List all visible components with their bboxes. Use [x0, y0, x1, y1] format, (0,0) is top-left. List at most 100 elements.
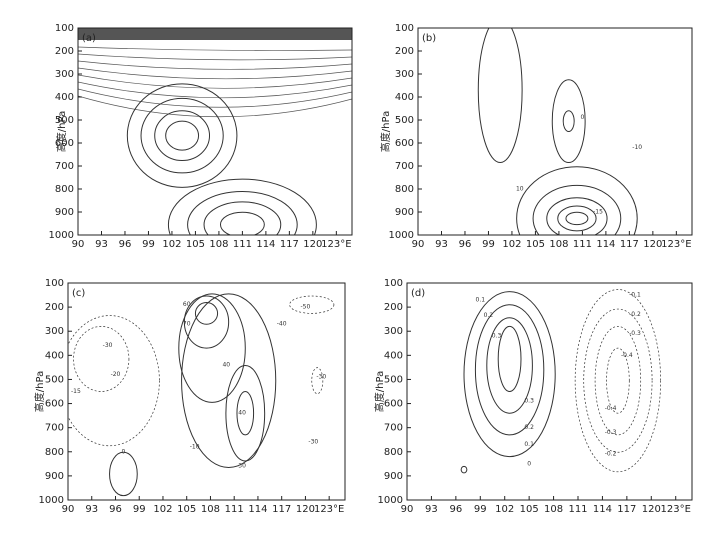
contour-line	[594, 326, 642, 436]
contour-label: 0.2	[484, 312, 494, 319]
contour-line	[551, 79, 586, 164]
contour-line	[78, 81, 352, 99]
y-tick-label: 500	[395, 115, 414, 126]
y-tick-label: 500	[45, 374, 64, 385]
x-tick-label: 123°E	[314, 504, 344, 515]
x-tick-label: 111	[568, 504, 587, 515]
contour-label: 0	[121, 448, 125, 455]
x-tick-label: 105	[520, 504, 539, 515]
x-tick-label: 120	[303, 239, 322, 250]
x-tick-label: 111	[225, 504, 244, 515]
contour-label: 0.1	[524, 441, 534, 448]
y-tick-label: 600	[395, 138, 414, 149]
panel-label: (d)	[411, 288, 425, 299]
x-tick-label: 93	[95, 239, 108, 250]
contour-line	[126, 83, 238, 188]
x-tick-label: 120	[642, 504, 661, 515]
y-tick-label: 1000	[378, 495, 403, 506]
x-tick-label: 99	[133, 504, 146, 515]
y-tick-label: 300	[45, 326, 64, 337]
x-tick-label: 96	[459, 239, 472, 250]
x-tick-label: 108	[549, 239, 568, 250]
panel: (b) 高度/hPa 90 93 96 99 102 105 108 111 114 117 12012…	[379, 23, 693, 250]
y-tick-label: 200	[395, 46, 414, 57]
contour-line	[154, 110, 211, 161]
contour-line	[460, 465, 468, 474]
y-tick-label: 400	[45, 350, 64, 361]
contour-label: -40	[277, 320, 287, 327]
contour-line	[516, 166, 638, 235]
contour-line	[78, 88, 352, 108]
y-tick-label: 300	[395, 69, 414, 80]
y-tick-label: 600	[384, 399, 403, 410]
x-tick-label: 90	[401, 504, 414, 515]
contour-label: -15	[71, 388, 81, 395]
contour-line	[167, 178, 317, 235]
x-tick-label: 105	[186, 239, 205, 250]
x-tick-label: 102	[153, 504, 172, 515]
panel-label: (b)	[422, 33, 436, 44]
contour-label: 0	[527, 460, 531, 467]
contour-line	[236, 391, 255, 436]
contour-line	[289, 295, 335, 314]
y-tick-label: 400	[395, 92, 414, 103]
contour-label: -0.3	[605, 429, 617, 436]
contour-line	[532, 184, 622, 235]
x-tick-label: 99	[142, 239, 155, 250]
x-tick-label: 111	[233, 239, 252, 250]
x-tick-label: 96	[109, 504, 122, 515]
contour-label: -0.4	[621, 352, 633, 359]
y-tick-label: 100	[55, 23, 74, 34]
x-tick-label: 123°E	[661, 239, 691, 250]
x-tick-label: 93	[435, 239, 448, 250]
contour-label: -0.1	[629, 292, 641, 299]
contour-label: -30	[308, 439, 318, 446]
contour-label: -20	[111, 371, 121, 378]
y-tick-label: 800	[45, 447, 64, 458]
contour-line	[219, 211, 265, 235]
y-tick-label: 300	[384, 326, 403, 337]
x-tick-label: 114	[256, 239, 275, 250]
x-tick-label: 96	[119, 239, 132, 250]
x-tick-label: 117	[617, 504, 636, 515]
contour-line	[165, 120, 200, 151]
y-tick-label: 900	[384, 471, 403, 482]
x-tick-label: 99	[482, 239, 495, 250]
panel-label: (c)	[72, 288, 85, 299]
contour-label: -10	[632, 144, 642, 151]
y-tick-label: 600	[45, 399, 64, 410]
y-axis-label: 高度/hPa	[373, 371, 386, 412]
x-tick-label: 96	[449, 504, 462, 515]
contour-line	[78, 60, 352, 70]
panel-label: (a)	[82, 33, 96, 44]
x-tick-label: 99	[474, 504, 487, 515]
x-tick-label: 117	[620, 239, 639, 250]
y-tick-label: 1000	[389, 230, 414, 241]
contour-label: 40	[238, 410, 246, 417]
y-tick-label: 300	[55, 69, 74, 80]
plot-frame	[67, 282, 346, 501]
y-tick-label: 400	[384, 350, 403, 361]
y-tick-label: 600	[55, 138, 74, 149]
contour-line	[562, 110, 575, 133]
y-tick-label: 1000	[49, 230, 74, 241]
contour-line	[583, 308, 653, 453]
contour-line	[557, 205, 597, 232]
x-tick-label: 120	[643, 239, 662, 250]
dark-band	[78, 28, 352, 40]
contour-label: -30	[103, 342, 113, 349]
y-tick-label: 500	[384, 374, 403, 385]
contour-line	[78, 46, 352, 51]
x-tick-label: 108	[201, 504, 220, 515]
contour-line	[68, 315, 160, 447]
contour-label: 0.1	[476, 296, 486, 303]
y-tick-label: 800	[55, 184, 74, 195]
x-tick-label: 117	[272, 504, 291, 515]
contour-label: 0.2	[524, 424, 534, 431]
contour-label: -50	[301, 304, 311, 311]
contour-line	[474, 304, 545, 436]
contour-line	[606, 347, 630, 414]
x-tick-label: 114	[593, 504, 612, 515]
